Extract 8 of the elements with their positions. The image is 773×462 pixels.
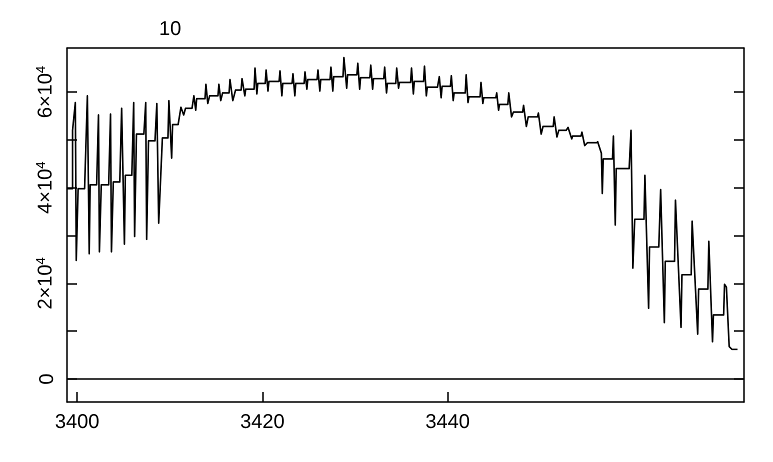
x-tick-label: 3440 <box>425 411 470 433</box>
y-tick-label: 0 <box>36 373 58 385</box>
y-tick-label: 4×104 <box>33 162 56 214</box>
x-tick-label: 3420 <box>240 411 285 433</box>
x-tick-label: 3400 <box>54 411 100 433</box>
y-tick-label: 6×104 <box>33 66 56 118</box>
chart-title: 10 <box>159 18 182 40</box>
y-tick-label: 2×104 <box>33 257 56 310</box>
